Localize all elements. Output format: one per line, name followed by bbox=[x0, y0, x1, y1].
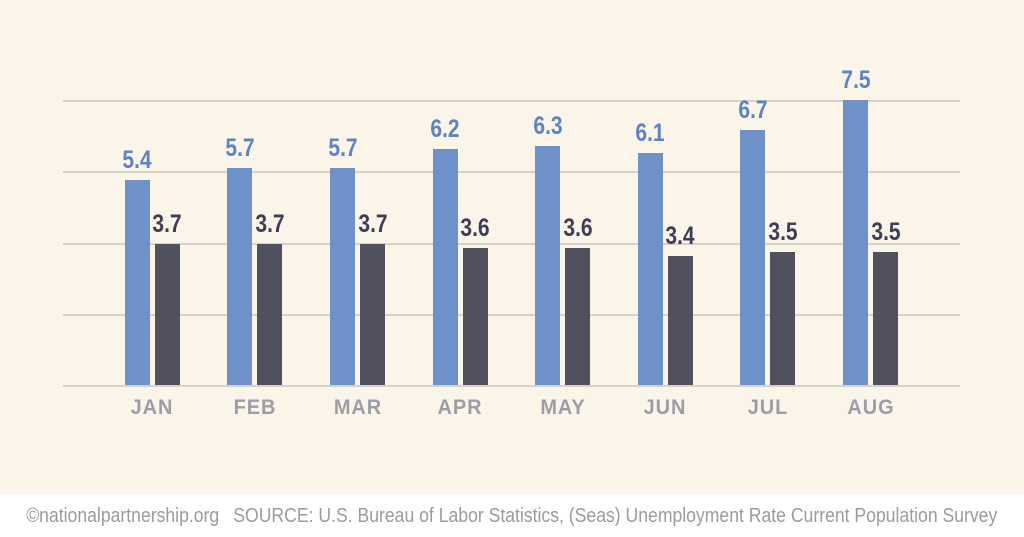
bar-group: 5.7 3.7 bbox=[225, 0, 285, 385]
month-label: JAN bbox=[130, 396, 174, 419]
bar-blue-series bbox=[124, 179, 150, 385]
month-label: MAR bbox=[333, 396, 382, 419]
bar-value-label: 6.1 bbox=[635, 119, 665, 148]
bar-group: 6.7 3.5 bbox=[738, 0, 798, 385]
bar-value-label: 5.4 bbox=[122, 145, 152, 174]
bar-group: 5.7 3.7 bbox=[327, 0, 388, 385]
grid-line bbox=[63, 171, 960, 174]
bar-group: 6.2 3.6 bbox=[430, 0, 490, 385]
grid-line bbox=[63, 385, 960, 387]
bar-value-label: 3.6 bbox=[460, 214, 490, 243]
bar-dark-series bbox=[667, 255, 693, 385]
bar-blue-series bbox=[227, 168, 253, 385]
bar-value-label: 6.3 bbox=[533, 111, 563, 140]
bar-value-label: 3.5 bbox=[768, 218, 798, 246]
bar-value-label: 5.7 bbox=[327, 134, 358, 163]
bar-blue-series bbox=[843, 100, 868, 385]
source-text: SOURCE: U.S. Bureau of Labor Statistics,… bbox=[233, 504, 998, 527]
copyright-text: ©nationalpartnership.org bbox=[26, 504, 220, 527]
month-label: FEB bbox=[233, 396, 277, 419]
footer-text: ©nationalpartnership.org SOURCE: U.S. Bur… bbox=[26, 506, 997, 526]
bar-value-label: 7.5 bbox=[840, 66, 871, 94]
bar-dark-series bbox=[770, 252, 796, 385]
bar-dark-series bbox=[360, 244, 385, 385]
month-label: MAY bbox=[540, 396, 586, 419]
bar-dark-series bbox=[565, 248, 591, 385]
month-label: AUG bbox=[846, 396, 895, 419]
bar-value-label: 3.7 bbox=[152, 210, 182, 239]
bar-blue-series bbox=[432, 149, 458, 385]
bar-group: 6.3 3.6 bbox=[533, 0, 593, 385]
month-label: APR bbox=[437, 396, 483, 419]
bar-value-label: 3.7 bbox=[357, 210, 388, 239]
month-label: JUL bbox=[747, 396, 789, 419]
bar-value-label: 6.7 bbox=[738, 96, 768, 125]
bar-group: 5.4 3.7 bbox=[122, 0, 182, 385]
bar-dark-series bbox=[873, 252, 898, 385]
grid-line bbox=[63, 100, 960, 102]
bar-blue-series bbox=[330, 168, 355, 385]
bar-value-label: 3.4 bbox=[665, 221, 695, 250]
bar-value-label: 3.5 bbox=[870, 218, 901, 246]
bar-value-label: 5.7 bbox=[225, 134, 255, 163]
bar-value-label: 6.2 bbox=[430, 115, 460, 144]
bar-chart: 5.4 3.7 JAN 5.7 3.7 FEB 5.7 3.7 MAR 6.2 3.6 APR 6.3 3… bbox=[0, 0, 1024, 494]
bar-dark-series bbox=[462, 248, 488, 385]
bar-value-label: 3.6 bbox=[563, 214, 593, 243]
grid-line bbox=[63, 313, 960, 316]
grid-line bbox=[63, 242, 960, 245]
bar-dark-series bbox=[154, 244, 180, 385]
month-label: JUN bbox=[643, 396, 687, 419]
footer: ©nationalpartnership.org SOURCE: U.S. Bur… bbox=[0, 494, 1024, 537]
bar-value-label: 3.7 bbox=[255, 210, 285, 239]
bar-blue-series bbox=[637, 153, 663, 385]
bar-blue-series bbox=[535, 145, 561, 385]
bar-group: 6.1 3.4 bbox=[635, 0, 695, 385]
bar-group: 7.5 3.5 bbox=[840, 0, 901, 385]
bar-blue-series bbox=[740, 130, 766, 385]
bar-dark-series bbox=[257, 244, 283, 385]
